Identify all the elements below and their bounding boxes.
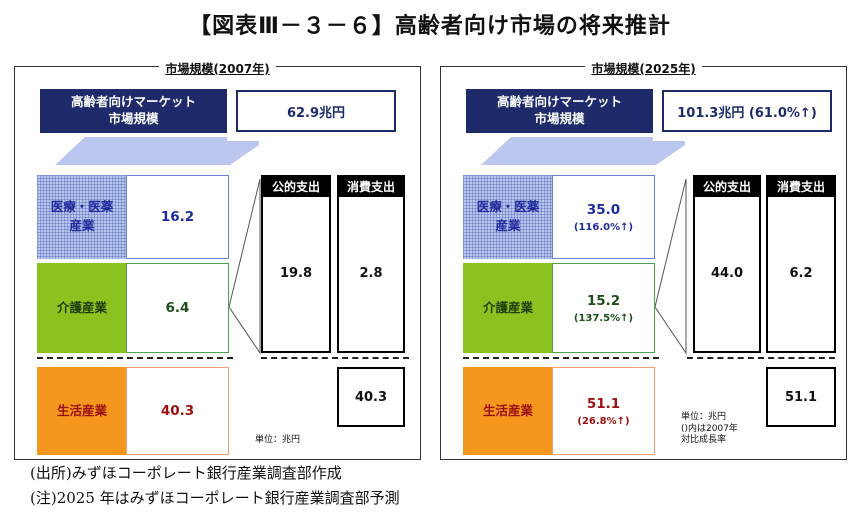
value-medical: 16.2 [126,175,229,259]
private-spending-header: 消費支出 [337,175,405,197]
source-note: (出所)みずほコーポレート銀行産業調査部作成 [30,464,342,482]
value-life: 51.1 (26.8%↑) [552,367,655,455]
category-life: 生活産業 [463,367,553,455]
market-label: 高齢者向けマーケット 市場規模 [466,89,653,133]
private-spending-column: 6.2 [766,175,836,353]
growth-rate: (137.5%↑) [573,312,634,324]
category-life: 生活産業 [37,367,127,455]
category-medical: 医療・医薬 産業 [37,175,127,259]
panel-2025: 市場規模(2025年) 高齢者向けマーケット 市場規模 101.3兆円 (61.… [440,62,847,460]
consumer-spending-box: 40.3 [337,367,405,427]
category-medical: 医療・医薬 産業 [463,175,553,259]
consumer-spending-box: 51.1 [766,367,836,427]
bracket-arrow [654,178,687,355]
market-total-value: 101.3兆円 (61.0%↑) [662,90,832,132]
public-spending-header: 公的支出 [261,175,331,197]
unit-note: 単位：兆円 ()内は2007年 対比成長率 [681,412,738,446]
value-care: 6.4 [126,263,229,353]
public-spending-column: 44.0 [693,175,761,353]
private-spending-column: 2.8 [337,175,405,353]
category-care: 介護産業 [463,263,553,353]
private-spending-header: 消費支出 [766,175,836,197]
panel-2007: 市場規模(2007年) 高齢者向けマーケット 市場規模 62.9兆円 医療・医薬… [14,62,421,460]
divider-line [687,357,835,359]
growth-rate: (116.0%↑) [573,221,634,233]
growth-rate: (26.8%↑) [577,415,630,427]
divider-line [261,357,409,359]
funnel-arrow [55,137,259,165]
category-care: 介護産業 [37,263,127,353]
panel-title: 市場規模(2025年) [585,62,702,76]
unit-note: 単位：兆円 [255,435,301,445]
public-spending-column: 19.8 [261,175,331,353]
value-medical: 35.0 (116.0%↑) [552,175,655,259]
value-life: 40.3 [126,367,229,455]
market-total-value: 62.9兆円 [236,90,396,132]
bracket-arrow [228,178,261,355]
public-spending-header: 公的支出 [693,175,761,197]
market-label: 高齢者向けマーケット 市場規模 [40,89,227,133]
divider-line [37,357,233,359]
value-care: 15.2 (137.5%↑) [552,263,655,353]
footnote: (注)2025 年はみずほコーポレート銀行産業調査部予測 [30,489,400,507]
divider-line [463,357,659,359]
funnel-arrow [481,137,685,165]
panel-title: 市場規模(2007年) [159,62,276,76]
page-title: 【図表Ⅲ－３－６】高齢者向け市場の将来推計 [189,14,671,39]
